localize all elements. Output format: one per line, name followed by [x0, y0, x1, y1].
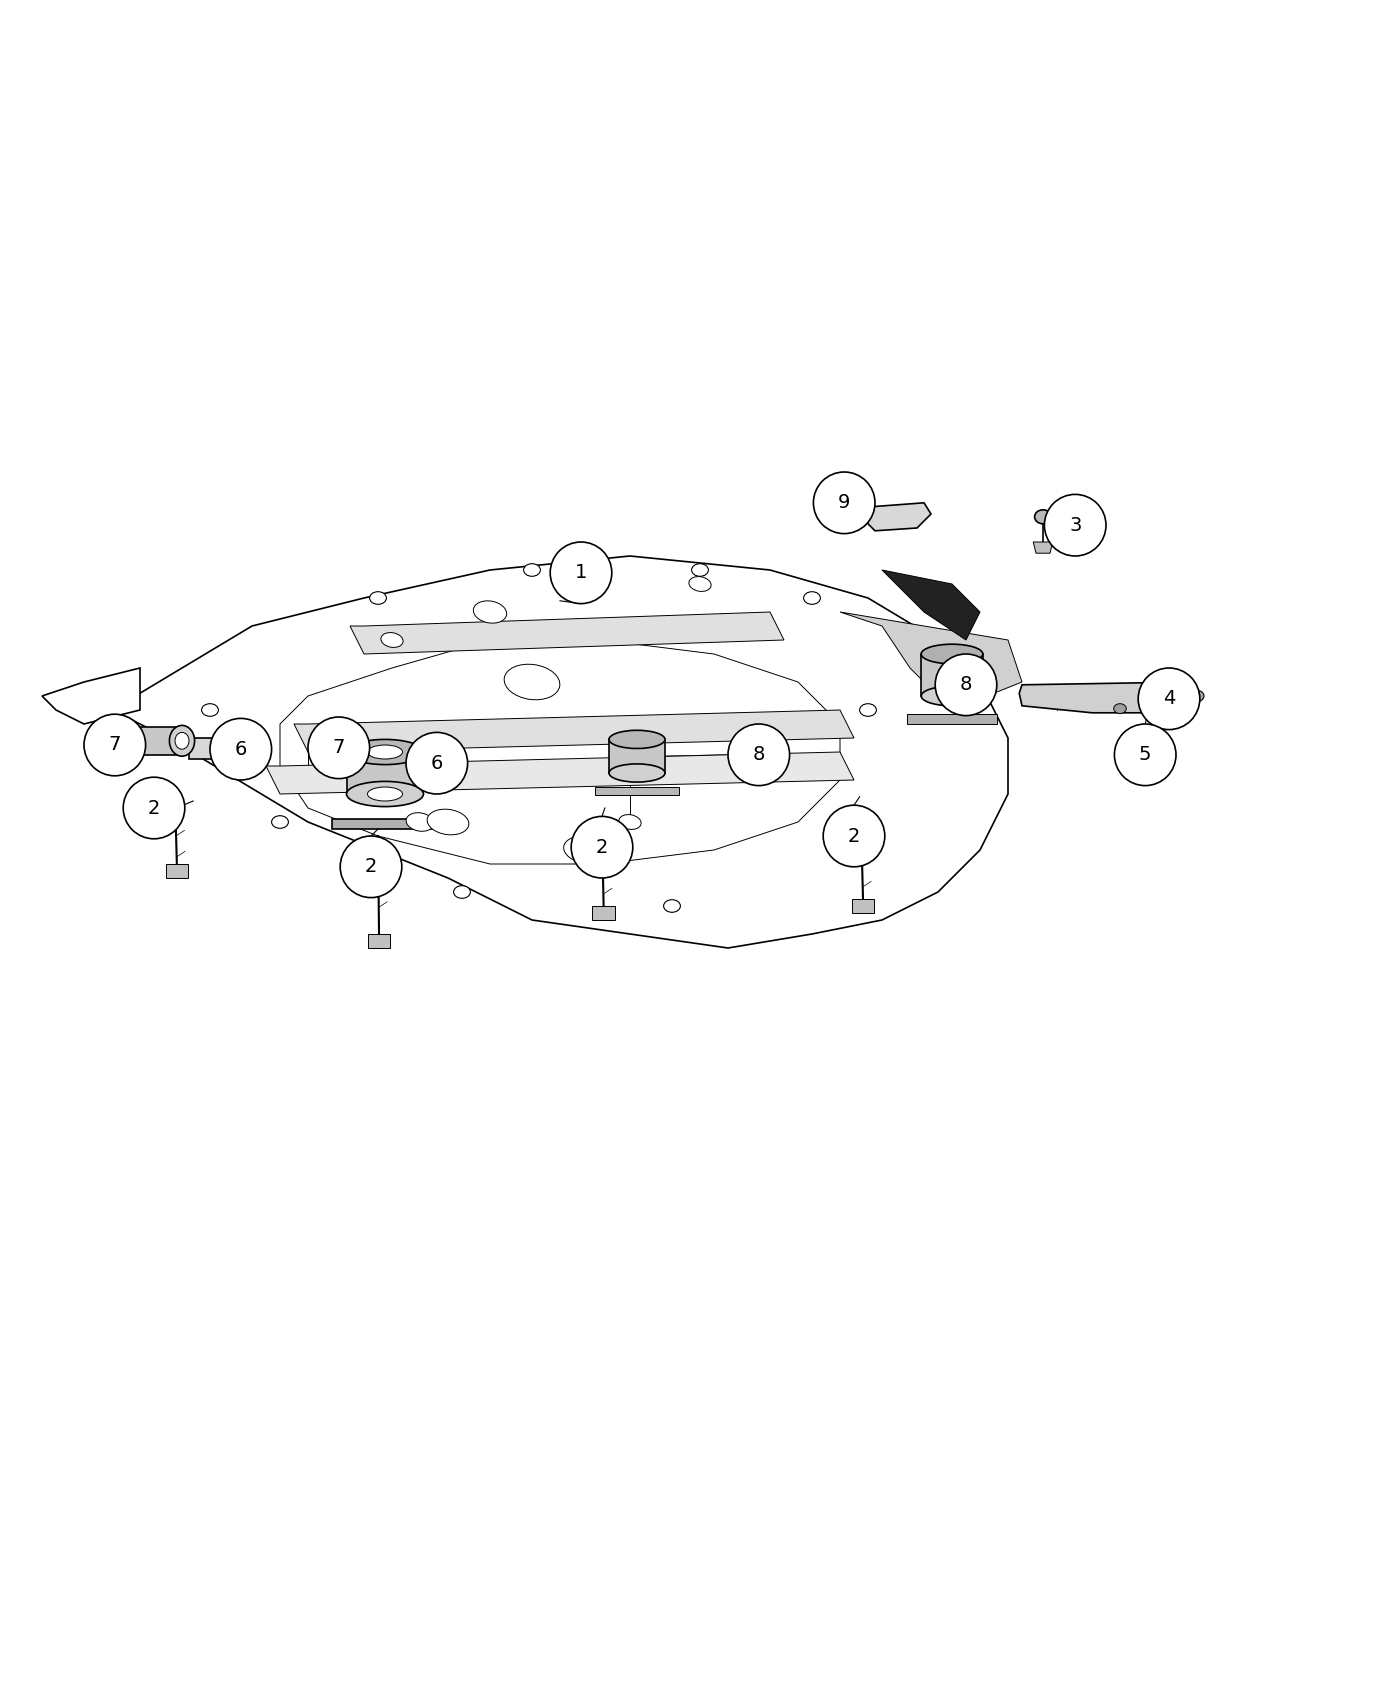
Ellipse shape [921, 644, 983, 663]
Polygon shape [119, 728, 182, 755]
Ellipse shape [921, 687, 983, 706]
Ellipse shape [564, 836, 612, 864]
Polygon shape [347, 751, 423, 794]
Circle shape [210, 719, 272, 780]
Circle shape [308, 717, 370, 779]
Text: 2: 2 [848, 826, 860, 845]
Ellipse shape [1114, 704, 1126, 714]
Polygon shape [350, 612, 784, 654]
Ellipse shape [832, 816, 848, 828]
Ellipse shape [619, 814, 641, 830]
Polygon shape [595, 787, 679, 796]
Ellipse shape [169, 726, 195, 756]
Text: 6: 6 [235, 740, 246, 758]
Circle shape [823, 806, 885, 867]
Circle shape [1044, 495, 1106, 556]
Ellipse shape [368, 745, 403, 758]
Ellipse shape [689, 576, 711, 592]
Text: 2: 2 [148, 799, 160, 818]
Ellipse shape [860, 704, 876, 716]
Polygon shape [165, 864, 188, 877]
Ellipse shape [1190, 690, 1204, 702]
Text: 6: 6 [431, 753, 442, 774]
Ellipse shape [370, 592, 386, 603]
Polygon shape [921, 654, 983, 695]
Ellipse shape [347, 740, 424, 765]
Ellipse shape [368, 787, 403, 801]
Text: 8: 8 [960, 675, 972, 694]
Polygon shape [280, 639, 840, 864]
Polygon shape [1019, 682, 1197, 712]
Ellipse shape [381, 632, 403, 648]
Circle shape [935, 654, 997, 716]
Ellipse shape [664, 899, 680, 913]
Ellipse shape [609, 731, 665, 748]
Ellipse shape [454, 886, 470, 898]
Circle shape [123, 777, 185, 838]
Ellipse shape [609, 763, 665, 782]
Polygon shape [865, 503, 931, 530]
Ellipse shape [406, 813, 434, 831]
Circle shape [406, 733, 468, 794]
Ellipse shape [202, 704, 218, 716]
Polygon shape [882, 570, 980, 639]
Ellipse shape [427, 809, 469, 835]
Ellipse shape [1170, 704, 1183, 714]
Text: 7: 7 [333, 738, 344, 756]
Ellipse shape [473, 600, 507, 624]
Ellipse shape [1035, 510, 1051, 524]
Ellipse shape [347, 782, 424, 806]
Circle shape [571, 816, 633, 877]
Polygon shape [1033, 542, 1053, 552]
Ellipse shape [804, 592, 820, 603]
Ellipse shape [106, 726, 132, 756]
Polygon shape [907, 714, 997, 724]
Circle shape [1138, 668, 1200, 729]
Circle shape [84, 714, 146, 775]
Ellipse shape [524, 564, 540, 576]
Text: 7: 7 [109, 736, 120, 755]
Polygon shape [189, 738, 231, 758]
Polygon shape [368, 933, 391, 949]
Text: 1: 1 [575, 563, 587, 583]
Circle shape [1114, 724, 1176, 785]
Polygon shape [840, 612, 1022, 711]
Circle shape [728, 724, 790, 785]
Polygon shape [294, 711, 854, 751]
Ellipse shape [504, 665, 560, 700]
Polygon shape [592, 906, 615, 920]
Text: 9: 9 [839, 493, 850, 512]
Polygon shape [266, 751, 854, 794]
Ellipse shape [574, 575, 602, 593]
Polygon shape [332, 819, 438, 830]
Text: 2: 2 [365, 857, 377, 876]
Circle shape [340, 836, 402, 898]
Ellipse shape [692, 564, 708, 576]
Ellipse shape [1142, 704, 1154, 714]
Polygon shape [84, 556, 1008, 949]
Circle shape [550, 542, 612, 603]
Text: 3: 3 [1070, 515, 1081, 536]
Polygon shape [851, 899, 874, 913]
Text: 4: 4 [1163, 688, 1175, 709]
Polygon shape [42, 668, 140, 724]
Ellipse shape [175, 733, 189, 750]
Ellipse shape [112, 733, 126, 750]
Text: 5: 5 [1140, 745, 1151, 765]
Text: 8: 8 [753, 745, 764, 765]
Ellipse shape [272, 816, 288, 828]
Polygon shape [609, 740, 665, 774]
Circle shape [813, 473, 875, 534]
Text: 2: 2 [596, 838, 608, 857]
